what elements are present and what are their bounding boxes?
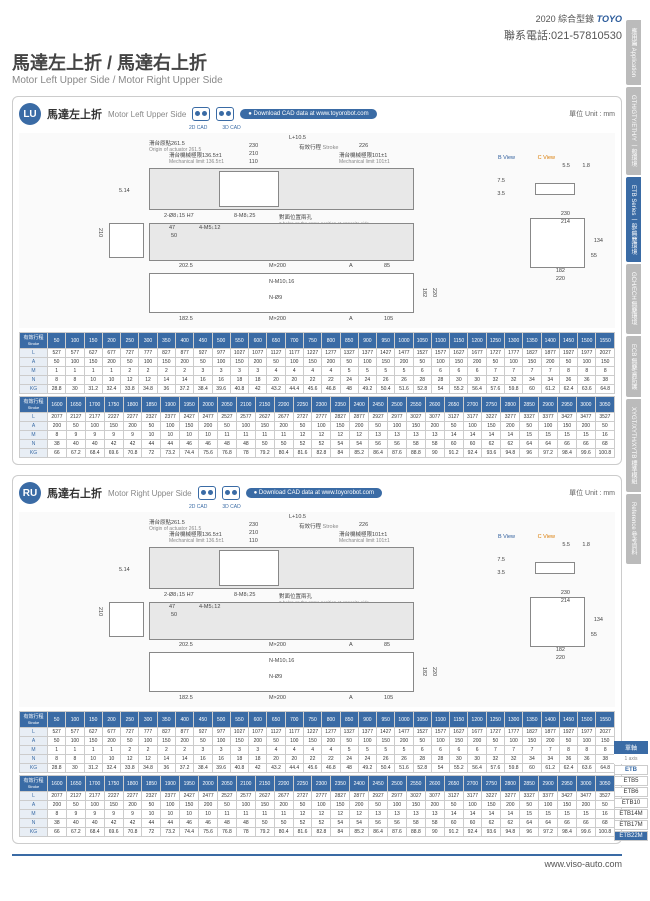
- technical-drawing: 滑台原點261.5Origin of actuator 261.5 滑台機械極限…: [19, 133, 615, 328]
- side-tab[interactable]: ECB 無塵/高防護: [626, 336, 641, 398]
- series-badge: LU: [19, 103, 41, 125]
- header: 2020 綜合型錄 TOYO: [12, 12, 622, 25]
- model-item[interactable]: ETB5: [614, 776, 648, 786]
- series-title-en: Motor Right Upper Side: [108, 489, 192, 498]
- series-badge: RU: [19, 482, 41, 504]
- side-tab[interactable]: ETB Series 一般/無塵環境: [626, 177, 641, 263]
- phone: 聯系電話:021-57810530: [12, 27, 622, 43]
- side-tab[interactable]: 應用篇 Application: [626, 20, 641, 85]
- cad-2d-icon[interactable]: [192, 107, 210, 121]
- series-title-cn: 馬達左上折: [47, 106, 102, 122]
- side-tab[interactable]: GCH/ECH 無塵環境: [626, 264, 641, 333]
- footer-url: www.viso-auto.com: [12, 854, 622, 869]
- series-section: LU 馬達左上折 Motor Left Upper Side ● Downloa…: [12, 96, 622, 465]
- stroke-table: 有效行程Stroke501001502002503003504004505005…: [19, 711, 615, 773]
- unit-label: 單位 Unit : mm: [569, 488, 615, 498]
- technical-drawing: 滑台原點261.5Origin of actuator 261.5 滑台機械極限…: [19, 512, 615, 707]
- cad-2d-icon[interactable]: [198, 486, 216, 500]
- title-cn: 馬達左上折 / 馬達右上折: [12, 49, 622, 75]
- download-cad-button[interactable]: ● Download CAD data at www.toyorobot.com: [240, 109, 376, 119]
- model-item[interactable]: ETB22M: [614, 831, 648, 841]
- side-tab[interactable]: GTH/GTY/ETH/Y 一般環境: [626, 87, 641, 175]
- model-item[interactable]: ETB14M: [614, 809, 648, 819]
- cad-3d-icon[interactable]: [222, 486, 240, 500]
- side-tab[interactable]: XYGT/XYTH/XYTB 標準模組: [626, 399, 641, 492]
- side-tabs: 應用篇 Application GTH/GTY/ETH/Y 一般環境 ETB Ser…: [626, 20, 650, 566]
- stroke-table: 有效行程Stroke160016501700175018001850190019…: [19, 775, 615, 837]
- title-en: Motor Left Upper Side / Motor Right Uppe…: [12, 75, 622, 86]
- model-item[interactable]: ETB10: [614, 798, 648, 808]
- series-title-cn: 馬達右上折: [47, 485, 102, 501]
- model-item[interactable]: ETB6: [614, 787, 648, 797]
- side-tab[interactable]: Reference 參考資料: [626, 494, 641, 563]
- series-section: RU 馬達右上折 Motor Right Upper Side ● Downlo…: [12, 475, 622, 844]
- unit-label: 單位 Unit : mm: [569, 109, 615, 119]
- series-title-en: Motor Left Upper Side: [108, 110, 186, 119]
- model-item[interactable]: ETB17M: [614, 820, 648, 830]
- model-list: 單軸 1 axis ETB ETB5ETB6ETB10ETB14METB17ME…: [614, 741, 648, 841]
- cad-3d-icon[interactable]: [216, 107, 234, 121]
- stroke-table: 有效行程Stroke160016501700175018001850190019…: [19, 396, 615, 458]
- download-cad-button[interactable]: ● Download CAD data at www.toyorobot.com: [246, 488, 382, 498]
- stroke-table: 有效行程Stroke501001502002503003504004505005…: [19, 332, 615, 394]
